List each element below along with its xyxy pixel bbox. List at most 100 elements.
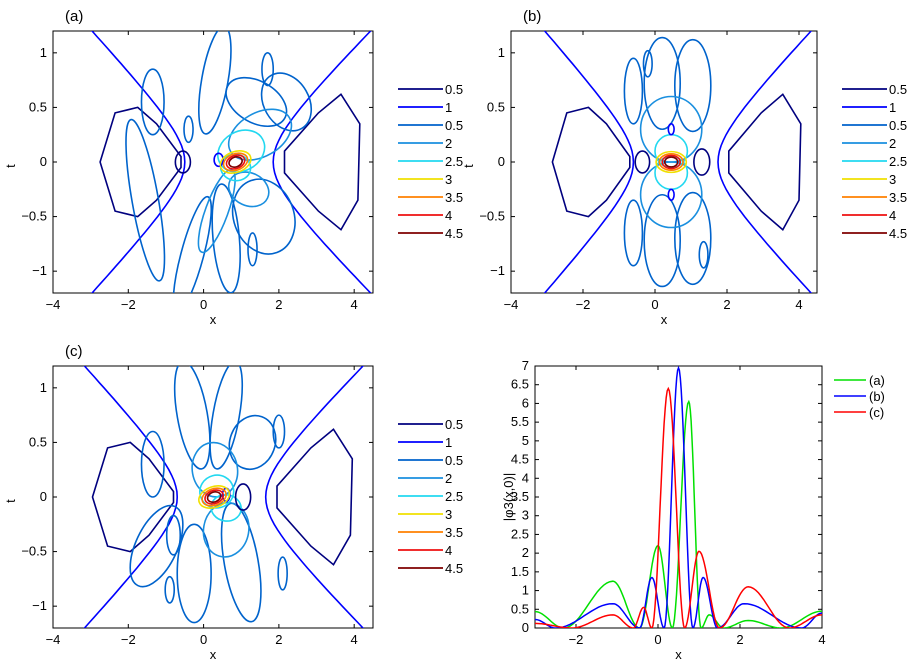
contour-level-1 [283, 93, 361, 231]
x-tick-label: 4 [795, 297, 802, 312]
contour-level-3 [211, 183, 241, 293]
legend-label: 3.5 [889, 190, 907, 205]
contour-ring [234, 483, 252, 511]
legend-label: 0.5 [889, 118, 907, 133]
contour-level-3 [260, 72, 313, 132]
contour-level-3 [272, 414, 286, 449]
legend-label: 3 [445, 507, 452, 522]
y-tick-label: −1 [32, 598, 47, 613]
contour-level-9 [206, 491, 222, 503]
contour-level-9 [663, 156, 679, 168]
y-tick-label: 1 [522, 583, 529, 598]
series-line [535, 399, 822, 628]
contour-level-2 [91, 31, 186, 293]
y-axis-label: t [3, 499, 18, 503]
x-tick-label: 2 [275, 632, 282, 647]
contour-level-3 [261, 52, 275, 87]
contour-level-3 [125, 118, 166, 282]
contour-level-2 [543, 31, 635, 293]
panel-1: −4 −2 0 2 4 −1 −0.5 0 0.5 1 x (a) t 0.5 1 0.5 2 2.5 3 3.5 4 4… [3, 8, 463, 327]
plot-frame [52, 30, 374, 294]
legend-label: 3.5 [445, 190, 463, 205]
x-tick-label: −2 [121, 297, 136, 312]
y-tick-label: 2 [522, 545, 529, 560]
contour-level-4 [227, 108, 293, 161]
contour-level-4 [227, 171, 270, 208]
y-tick-label: −1 [32, 263, 47, 278]
y-axis-label: |φ3(x,0)| [501, 473, 516, 521]
legend-label: (b) [869, 389, 885, 404]
legend: 0.5 1 0.5 2 2.5 3 3.5 4 4.5 [842, 82, 907, 241]
contour-level-3 [643, 36, 682, 131]
contour-level-7 [658, 153, 684, 171]
x-tick-label: −2 [576, 297, 591, 312]
plot-frame [534, 365, 823, 629]
x-tick-label: −4 [46, 297, 61, 312]
y-axis-label: t [461, 164, 476, 168]
series-line [535, 366, 822, 628]
x-tick-label: −4 [46, 632, 61, 647]
contour-level-3 [698, 240, 709, 269]
panel-label: (a) [65, 8, 83, 25]
panel-label: (b) [523, 8, 541, 25]
contour-level-4 [639, 161, 703, 229]
y-tick-label: 7 [522, 358, 529, 373]
contour-level-3 [623, 199, 644, 267]
x-tick-label: 2 [736, 632, 743, 647]
legend-label: 4 [445, 208, 452, 223]
contour-level-3 [228, 414, 277, 471]
y-tick-label: 1 [40, 380, 47, 395]
legend-label: 1 [445, 100, 452, 115]
contour-level-3 [220, 502, 262, 623]
legend-label: 2 [445, 471, 452, 486]
legend-label: 1 [445, 435, 452, 450]
x-axis-label: x [210, 647, 217, 662]
contour-plot [543, 31, 813, 293]
y-tick-label: 0.5 [29, 434, 47, 449]
contour-level-6 [198, 485, 231, 509]
contour-plot [83, 366, 365, 628]
contour-level-4 [202, 501, 250, 558]
legend-label: 3.5 [445, 525, 463, 540]
legend-label: 4.5 [445, 226, 463, 241]
panel-label: (c) [65, 343, 83, 360]
contour-level-3 [623, 57, 644, 125]
x-tick-label: 2 [723, 297, 730, 312]
y-axis-label: t [3, 164, 18, 168]
y-tick-label: −0.5 [21, 544, 47, 559]
x-tick-label: 4 [351, 297, 358, 312]
legend-label: 4 [889, 208, 896, 223]
contour-level-1 [728, 93, 802, 231]
contour-ring [667, 122, 675, 136]
legend-label: 4.5 [889, 226, 907, 241]
contour-level-3 [173, 366, 211, 470]
contour-level-8 [225, 154, 246, 170]
x-tick-label: 4 [351, 632, 358, 647]
y-tick-label: 0.5 [511, 601, 529, 616]
x-tick-label: 0 [654, 632, 661, 647]
series-line [535, 386, 822, 628]
contour-level-1 [276, 428, 354, 566]
y-tick-label: 5 [522, 433, 529, 448]
legend-label: 0.5 [445, 82, 463, 97]
line-plot [535, 366, 822, 628]
legend: (a)(b)(c) [834, 373, 885, 420]
y-tick-label: 5.5 [511, 414, 529, 429]
x-axis-label: x [210, 312, 217, 327]
y-tick-label: 3 [522, 508, 529, 523]
contour-level-2 [272, 31, 372, 293]
contour-level-7 [222, 152, 249, 172]
legend-label: 1 [889, 100, 896, 115]
contour-level-3 [231, 178, 296, 255]
contour-level-3 [183, 115, 194, 144]
contour-level-2 [717, 31, 813, 293]
contour-level-3 [164, 575, 176, 604]
legend-label: 4.5 [445, 561, 463, 576]
legend-label: 0.5 [445, 417, 463, 432]
contour-level-3 [176, 523, 212, 624]
legend-label: 2.5 [445, 154, 463, 169]
contour-level-1 [99, 106, 182, 218]
contour-plot [91, 31, 372, 293]
x-tick-label: −2 [121, 632, 136, 647]
contour-level-3 [129, 504, 184, 588]
